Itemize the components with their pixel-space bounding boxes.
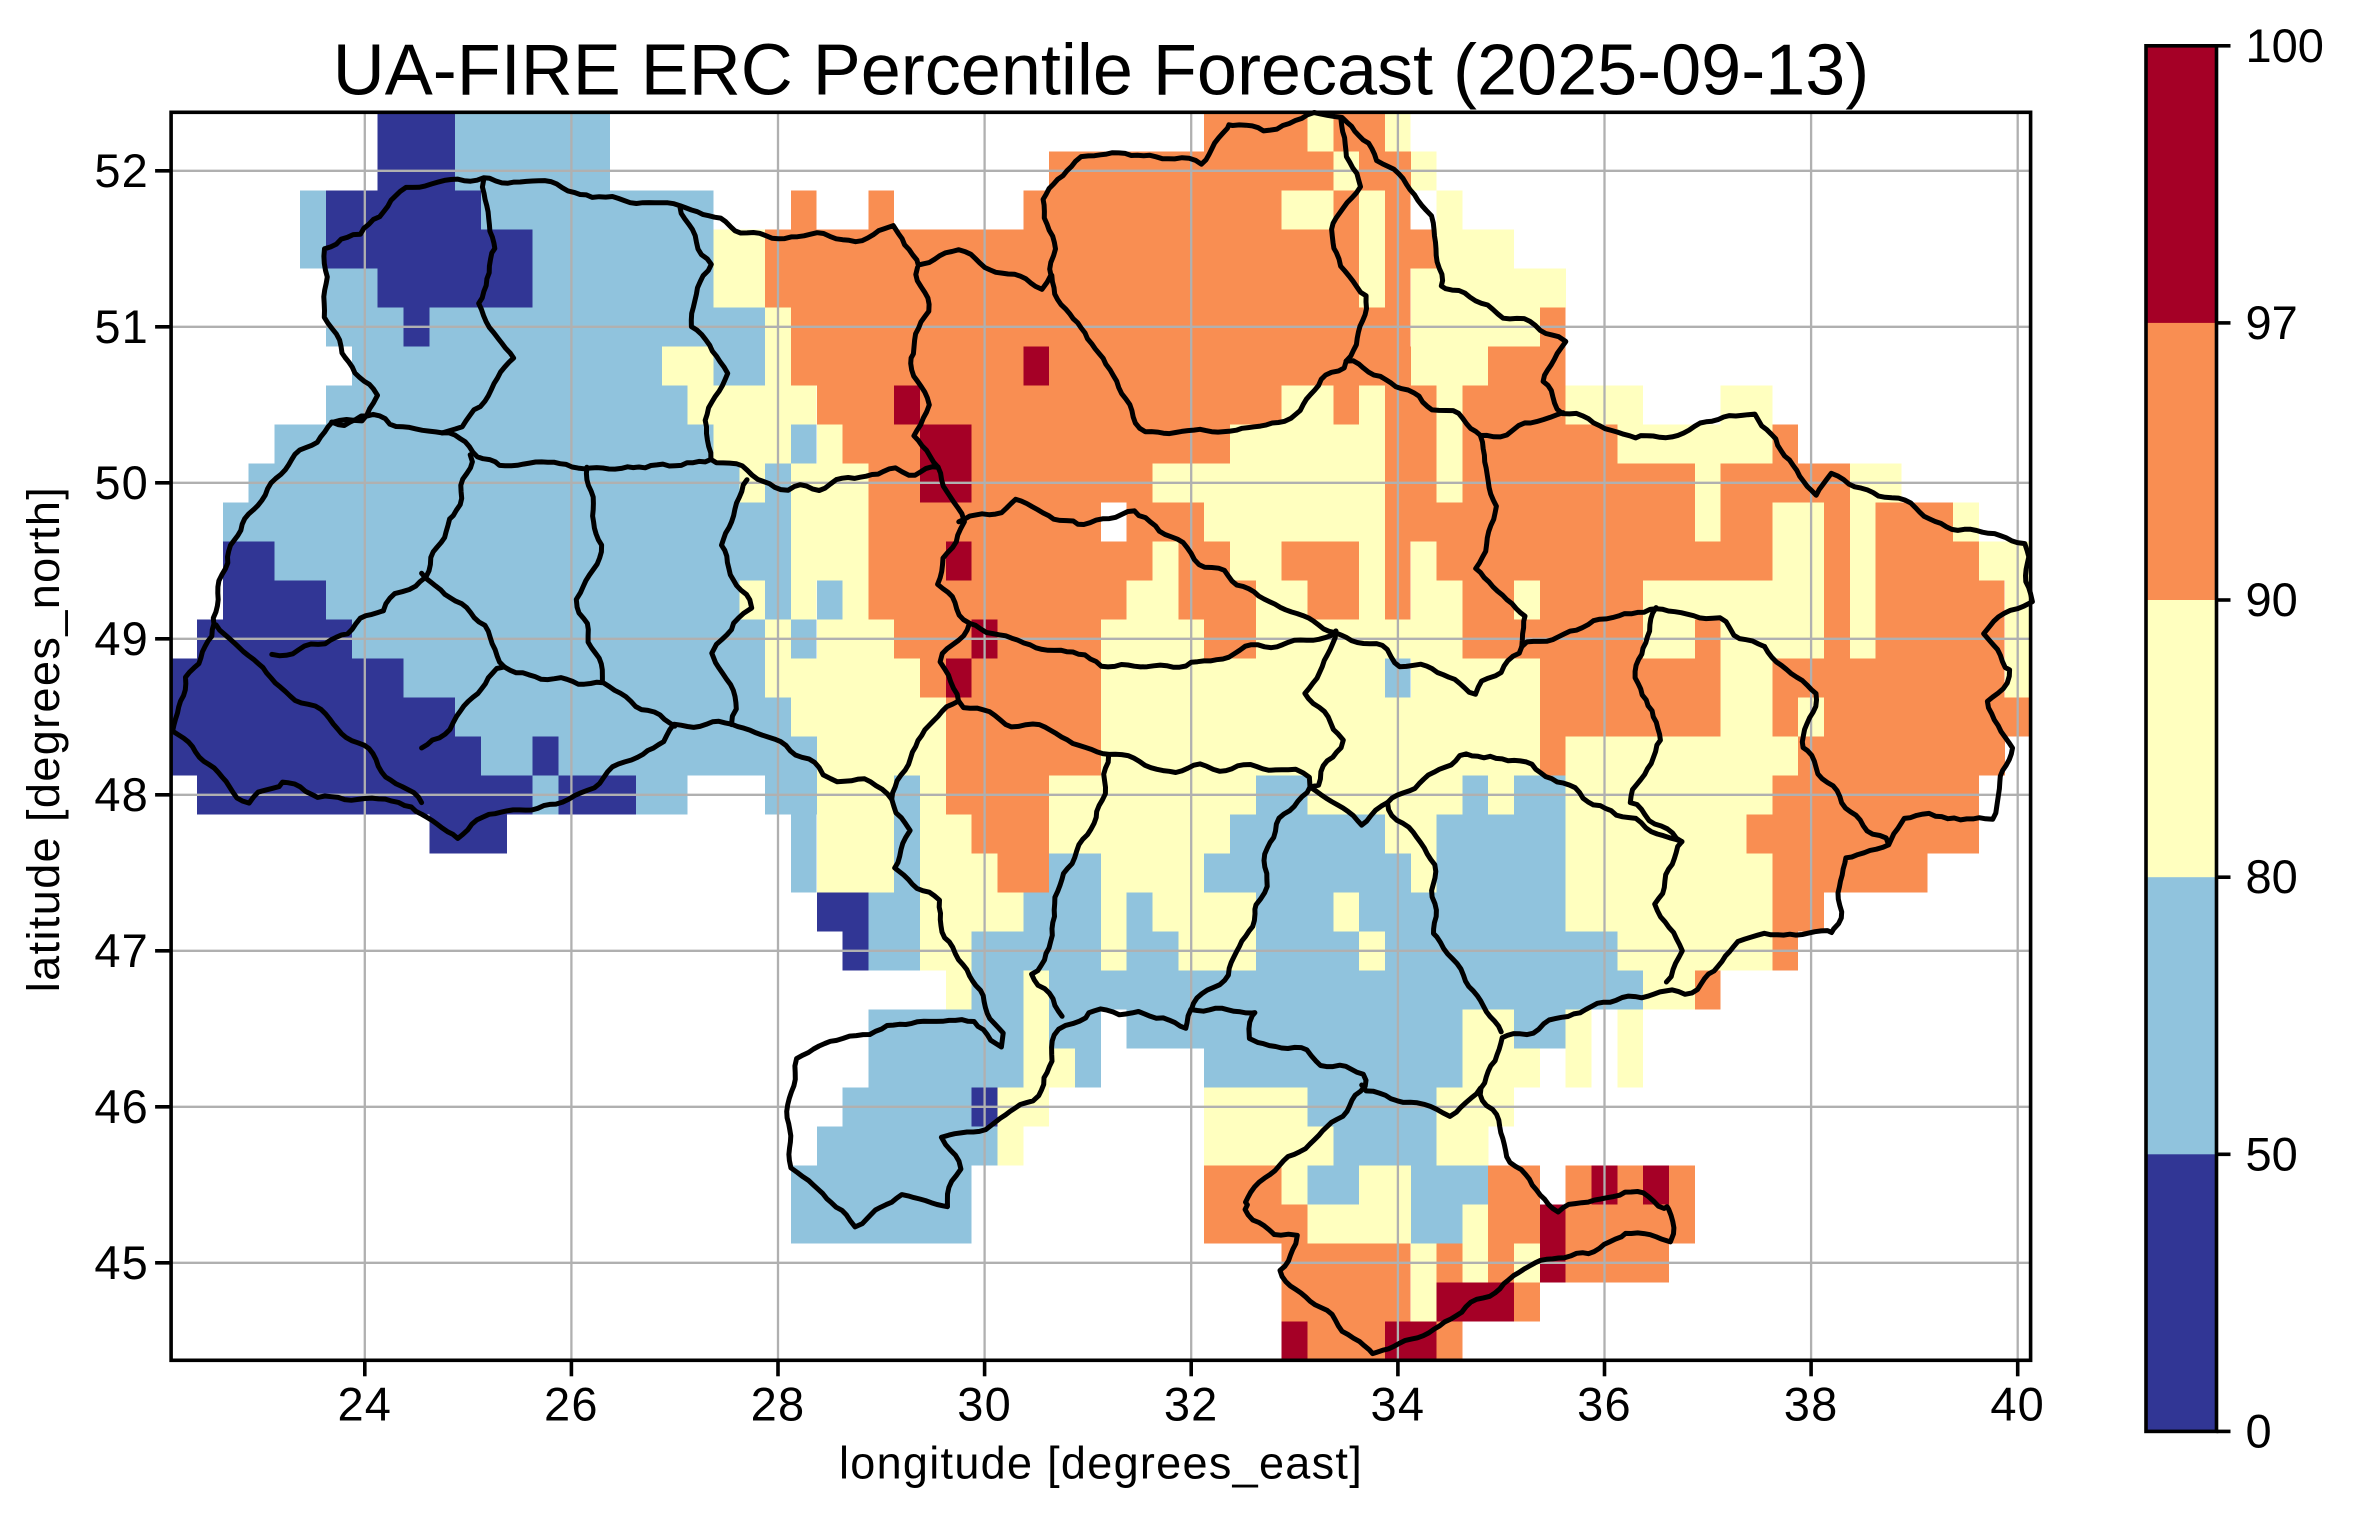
svg-text:34: 34 xyxy=(1371,1378,1426,1431)
svg-text:48: 48 xyxy=(94,768,149,821)
svg-text:latitude [degrees_north]: latitude [degrees_north] xyxy=(18,486,69,992)
svg-text:49: 49 xyxy=(94,612,149,665)
svg-text:38: 38 xyxy=(1784,1378,1839,1431)
svg-text:32: 32 xyxy=(1164,1378,1219,1431)
svg-text:100: 100 xyxy=(2246,19,2324,72)
svg-text:UA-FIRE ERC Percentile Forecas: UA-FIRE ERC Percentile Forecast (2025-09… xyxy=(333,31,1870,111)
svg-text:52: 52 xyxy=(94,144,149,197)
svg-text:30: 30 xyxy=(957,1378,1012,1431)
svg-text:longitude [degrees_east]: longitude [degrees_east] xyxy=(839,1438,1363,1489)
svg-text:80: 80 xyxy=(2246,850,2298,903)
svg-text:47: 47 xyxy=(94,924,149,977)
svg-text:50: 50 xyxy=(94,456,149,509)
svg-text:24: 24 xyxy=(337,1378,392,1431)
svg-text:46: 46 xyxy=(94,1080,149,1133)
svg-text:36: 36 xyxy=(1577,1378,1632,1431)
svg-text:51: 51 xyxy=(94,300,149,353)
svg-text:26: 26 xyxy=(544,1378,599,1431)
svg-text:0: 0 xyxy=(2246,1404,2272,1457)
svg-text:50: 50 xyxy=(2246,1127,2298,1180)
svg-text:45: 45 xyxy=(94,1236,149,1289)
svg-text:97: 97 xyxy=(2246,296,2298,349)
svg-text:28: 28 xyxy=(751,1378,806,1431)
svg-text:90: 90 xyxy=(2246,573,2298,626)
svg-text:40: 40 xyxy=(1990,1378,2045,1431)
